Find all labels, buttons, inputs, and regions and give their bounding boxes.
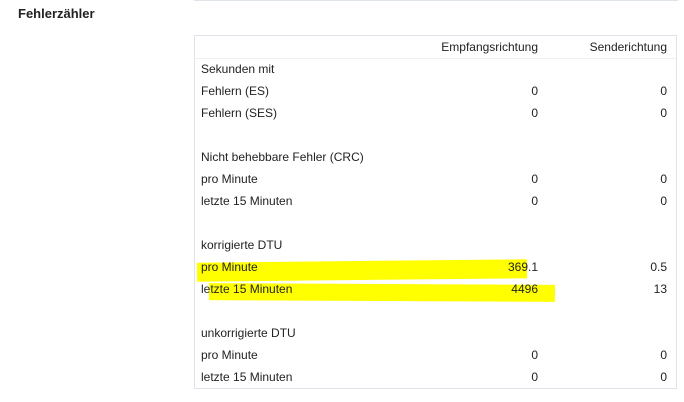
tx-value: 0: [660, 84, 667, 98]
row-label: Fehlern (ES): [201, 84, 270, 98]
rx-value: 0: [531, 172, 538, 186]
tx-value: 0: [660, 370, 667, 384]
error-counter-table: Empfangsrichtung Senderichtung Sekunden …: [194, 35, 677, 389]
table-row: [195, 300, 676, 322]
tx-value: 0: [660, 172, 667, 186]
table-row: pro Minute 0 0: [195, 344, 676, 366]
table-row: [195, 212, 676, 234]
table-row: pro Minute 369.1 0.5: [195, 256, 676, 278]
rx-value: 4496: [511, 282, 538, 296]
tx-value: 0: [660, 106, 667, 120]
table-row: unkorrigierte DTU: [195, 322, 676, 344]
section-title: Fehlerzähler: [18, 6, 95, 21]
row-label: Sekunden mit: [201, 62, 275, 76]
row-label: letzte 15 Minuten: [201, 282, 293, 296]
table-row: Fehlern (ES) 0 0: [195, 80, 676, 102]
table-row: letzte 15 Minuten 0 0: [195, 190, 676, 212]
row-label: pro Minute: [201, 172, 258, 186]
tx-value: 0: [660, 348, 667, 362]
row-label: letzte 15 Minuten: [201, 370, 293, 384]
divider: [194, 0, 678, 1]
rx-value: 369.1: [507, 260, 538, 274]
column-header-rx: Empfangsrichtung: [441, 40, 538, 54]
rx-value: 0: [531, 194, 538, 208]
row-label: unkorrigierte DTU: [201, 326, 296, 340]
rx-value: 0: [531, 84, 538, 98]
tx-value: 0: [660, 194, 667, 208]
table-header: Empfangsrichtung Senderichtung: [195, 36, 676, 59]
rx-value: 0: [531, 370, 538, 384]
row-label: letzte 15 Minuten: [201, 194, 293, 208]
rx-value: 0: [531, 348, 538, 362]
row-label: Fehlern (SES): [201, 106, 278, 120]
tx-value: 0.5: [650, 260, 667, 274]
table-row: letzte 15 Minuten 4496 13: [195, 278, 676, 300]
table-row: [195, 124, 676, 146]
row-label: korrigierte DTU: [201, 238, 283, 252]
rx-value: 0: [531, 106, 538, 120]
row-label: Nicht behebbare Fehler (CRC): [201, 150, 364, 164]
table-row: korrigierte DTU: [195, 234, 676, 256]
column-header-tx: Senderichtung: [589, 40, 667, 54]
table-row: Sekunden mit: [195, 58, 676, 80]
table-row: letzte 15 Minuten 0 0: [195, 366, 676, 388]
tx-value: 13: [653, 282, 667, 296]
table-row: Nicht behebbare Fehler (CRC): [195, 146, 676, 168]
table-row: pro Minute 0 0: [195, 168, 676, 190]
table-row: Fehlern (SES) 0 0: [195, 102, 676, 124]
row-label: pro Minute: [201, 260, 258, 274]
row-label: pro Minute: [201, 348, 258, 362]
